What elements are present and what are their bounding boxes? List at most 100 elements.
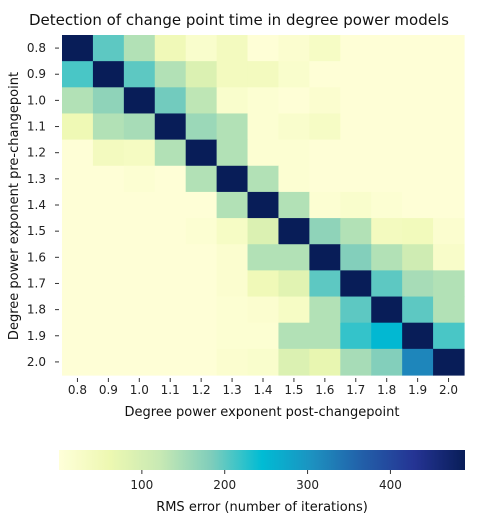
chart-title: Detection of change point time in degree… <box>29 11 449 29</box>
heatmap-cell <box>309 139 341 167</box>
heatmap-cell <box>62 270 94 298</box>
heatmap-cell <box>402 139 434 167</box>
heatmap-cell <box>216 191 249 219</box>
heatmap-cell <box>340 113 372 141</box>
heatmap-cell <box>123 191 156 219</box>
heatmap-cell <box>92 244 125 271</box>
heatmap-cell <box>371 244 403 271</box>
heatmap-cell <box>309 87 341 115</box>
heatmap-cell <box>278 165 310 193</box>
heatmap-cell <box>309 348 341 376</box>
heatmap-cell <box>62 348 94 376</box>
heatmap-cell <box>402 218 434 245</box>
heatmap-cell <box>340 270 372 298</box>
heatmap-cell <box>402 61 434 88</box>
heatmap-cell <box>62 191 94 219</box>
heatmap-cell <box>154 165 187 193</box>
heatmap-cell <box>340 322 372 350</box>
heatmap-cell <box>216 348 249 376</box>
heatmap-cell <box>62 218 94 245</box>
heatmap-cell <box>433 348 465 376</box>
heatmap-cell <box>185 270 218 298</box>
y-axis-label: Degree power exponent pre-changepoint <box>7 72 22 340</box>
heatmap-cell <box>402 165 434 193</box>
heatmap-cell <box>123 35 156 62</box>
x-tick-label: 1.0 <box>130 383 149 397</box>
heatmap-cell <box>402 191 434 219</box>
heatmap-cell <box>154 322 187 350</box>
heatmap-cell <box>278 139 310 167</box>
heatmap-cell <box>309 322 341 350</box>
heatmap-cell <box>123 322 156 350</box>
heatmap-cell <box>123 296 156 324</box>
heatmap-cell <box>433 270 465 298</box>
heatmap-cell <box>278 113 310 141</box>
heatmap-cell <box>247 218 280 245</box>
heatmap-cell <box>185 165 218 193</box>
heatmap-cell <box>185 244 218 271</box>
heatmap-cell <box>247 244 280 271</box>
y-tick-label: 1.0 <box>27 93 46 107</box>
heatmap-cell <box>154 139 187 167</box>
heatmap-cell <box>402 296 434 324</box>
heatmap-cell <box>433 191 465 219</box>
y-tick-label: 2.0 <box>27 355 46 369</box>
heatmap-cell <box>216 270 249 298</box>
heatmap-cell <box>247 165 280 193</box>
heatmap-cell <box>247 348 280 376</box>
colorbar-tick-label: 100 <box>130 478 153 492</box>
heatmap-cell <box>340 165 372 193</box>
heatmap-cell <box>340 348 372 376</box>
y-tick-label: 1.3 <box>27 172 46 186</box>
heatmap-cell <box>278 270 310 298</box>
heatmap-cell <box>123 61 156 88</box>
heatmap-cell <box>247 270 280 298</box>
heatmap-cell <box>154 348 187 376</box>
heatmap-cell <box>62 165 94 193</box>
colorbar <box>59 450 465 470</box>
heatmap-cell <box>216 87 249 115</box>
heatmap-cell <box>340 87 372 115</box>
heatmap-cell <box>216 322 249 350</box>
heatmap-cell <box>278 61 310 88</box>
heatmap-cell <box>247 139 280 167</box>
heatmap-cell <box>278 87 310 115</box>
y-tick-label: 1.2 <box>27 146 46 160</box>
heatmap-cell <box>371 218 403 245</box>
heatmap-cell <box>154 87 187 115</box>
heatmap-cell <box>62 322 94 350</box>
x-tick-label: 1.9 <box>408 383 427 397</box>
heatmap-cell <box>309 244 341 271</box>
heatmap-cell <box>185 348 218 376</box>
heatmap-cell <box>309 191 341 219</box>
heatmap-cell <box>278 35 310 62</box>
heatmap-cell <box>123 244 156 271</box>
x-tick-label: 1.5 <box>284 383 303 397</box>
heatmap-cell <box>402 348 434 376</box>
colorbar-ticks: 100 200 300 400 <box>130 470 402 492</box>
heatmap-cell <box>309 296 341 324</box>
heatmap-cell <box>371 61 403 88</box>
heatmap-cell <box>123 113 156 141</box>
colorbar-tick-label: 300 <box>296 478 319 492</box>
heatmap-cell <box>278 296 310 324</box>
heatmap-cell <box>402 35 434 62</box>
y-tick-label: 1.8 <box>27 303 46 317</box>
heatmap-cell <box>402 87 434 115</box>
heatmap-cell <box>402 322 434 350</box>
heatmap-cell <box>154 296 187 324</box>
heatmap-cell <box>371 35 403 62</box>
heatmap-cell <box>278 348 310 376</box>
heatmap-cell <box>123 87 156 115</box>
y-tick-label: 1.6 <box>27 250 46 264</box>
heatmap-cell <box>247 113 280 141</box>
heatmap-cell <box>154 191 187 219</box>
heatmap-cell <box>123 348 156 376</box>
x-tick-labels: 0.8 0.9 1.0 1.1 1.2 1.3 1.4 1.5 1.6 1.7 1.8 1.9 2.0 <box>68 378 458 397</box>
x-tick-label: 1.1 <box>161 383 180 397</box>
heatmap-cell <box>154 35 187 62</box>
heatmap-cell <box>371 87 403 115</box>
heatmap-cell <box>185 35 218 62</box>
heatmap-cell <box>216 139 249 167</box>
heatmap-cell <box>247 296 280 324</box>
